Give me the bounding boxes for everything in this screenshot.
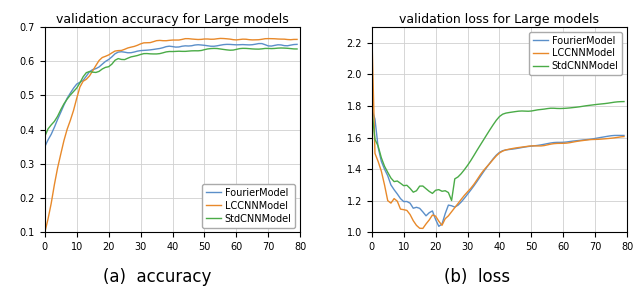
FourierModel [524,145,532,148]
FourierModel [521,145,529,149]
FourierModel [194,43,202,46]
LCCNNModel [204,37,211,41]
Legend: FourierModel, LCCNNModel, StdCNNModel: FourierModel, LCCNNModel, StdCNNModel [529,32,622,75]
FourierModel [620,134,628,137]
FourierModel [213,44,221,48]
LCCNNModel [543,143,551,147]
LCCNNModel [419,227,427,230]
StdCNNModel [293,47,301,51]
LCCNNModel [483,165,490,169]
StdCNNModel [264,47,272,50]
Line: LCCNNModel: LCCNNModel [45,38,297,232]
FourierModel [543,142,551,145]
LCCNNModel [191,38,198,41]
StdCNNModel [521,109,529,113]
Text: (a)  accuracy: (a) accuracy [102,268,211,286]
FourierModel [483,166,490,169]
LCCNNModel [595,137,602,141]
LCCNNModel [293,38,301,41]
FourierModel [204,44,211,48]
StdCNNModel [368,107,376,111]
FourierModel [293,43,301,46]
StdCNNModel [483,133,490,136]
LCCNNModel [213,37,221,41]
Title: validation loss for Large models: validation loss for Large models [399,13,600,26]
LCCNNModel [524,145,532,148]
LCCNNModel [216,37,224,40]
Title: validation accuracy for Large models: validation accuracy for Large models [56,13,289,26]
Line: LCCNNModel: LCCNNModel [372,30,624,229]
LCCNNModel [153,39,161,42]
FourierModel [368,107,376,111]
StdCNNModel [191,49,198,52]
Line: StdCNNModel: StdCNNModel [372,102,624,201]
FourierModel [41,145,49,149]
StdCNNModel [524,109,532,113]
Line: FourierModel: FourierModel [372,109,624,226]
StdCNNModel [595,103,602,106]
LCCNNModel [41,231,49,234]
StdCNNModel [448,199,456,202]
FourierModel [595,136,602,140]
FourierModel [255,42,262,45]
Line: FourierModel: FourierModel [45,44,297,147]
StdCNNModel [153,52,161,56]
StdCNNModel [277,46,285,50]
StdCNNModel [194,49,202,53]
Legend: FourierModel, LCCNNModel, StdCNNModel: FourierModel, LCCNNModel, StdCNNModel [202,184,296,228]
LCCNNModel [620,135,628,138]
FourierModel [191,43,198,47]
StdCNNModel [213,47,221,50]
StdCNNModel [620,100,628,103]
LCCNNModel [368,28,376,32]
StdCNNModel [543,107,551,110]
StdCNNModel [204,47,211,51]
StdCNNModel [41,135,49,138]
FourierModel [534,144,541,147]
LCCNNModel [268,37,275,41]
StdCNNModel [534,108,541,112]
LCCNNModel [194,38,202,41]
LCCNNModel [534,144,541,148]
Text: (b)  loss: (b) loss [444,268,510,286]
Line: StdCNNModel: StdCNNModel [45,48,297,136]
FourierModel [435,224,443,228]
LCCNNModel [521,145,529,148]
FourierModel [268,44,275,48]
FourierModel [153,47,161,51]
